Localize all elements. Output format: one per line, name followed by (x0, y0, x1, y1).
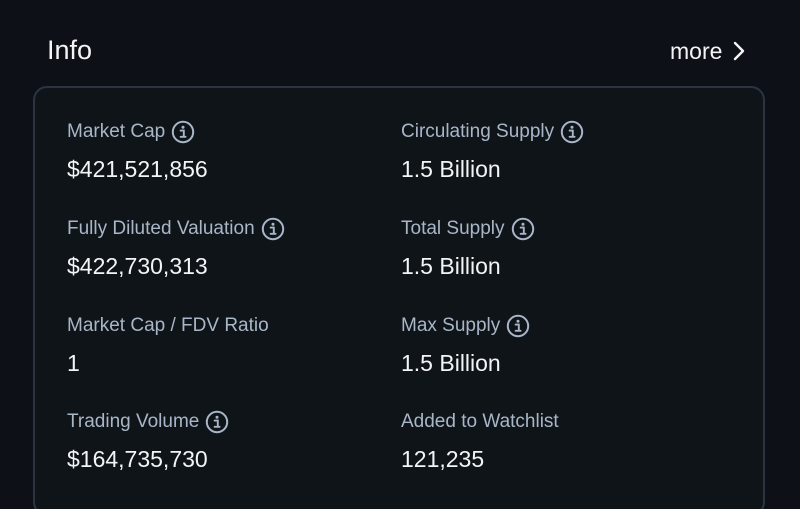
info-icon[interactable] (205, 410, 229, 434)
info-icon[interactable] (506, 314, 530, 338)
stat-value: 1.5 Billion (401, 350, 501, 376)
stat-value: 121,235 (401, 446, 485, 472)
stat-label: Fully Diluted Valuation (67, 218, 255, 239)
stat-market-cap-fdv-ratio: Market Cap / FDV Ratio 1 (67, 312, 387, 377)
stat-label: Trading Volume (67, 411, 200, 432)
stat-label: Total Supply (401, 218, 505, 239)
chevron-right-icon (734, 41, 745, 61)
more-link[interactable]: more (670, 36, 746, 66)
stat-value: $164,735,730 (67, 446, 208, 472)
stat-label: Added to Watchlist (401, 411, 559, 432)
stat-fully-diluted-valuation: Fully Diluted Valuation $422,730,313 (67, 215, 387, 280)
stat-value: 1 (67, 350, 80, 376)
stat-value: $421,521,856 (67, 156, 208, 182)
info-card: Market Cap $421,521,856 Circulating Supp… (33, 86, 765, 509)
stat-max-supply: Max Supply 1.5 Billion (401, 312, 721, 377)
stat-label: Max Supply (401, 315, 501, 336)
stat-added-to-watchlist: Added to Watchlist 121,235 (401, 408, 721, 473)
stat-circulating-supply: Circulating Supply 1.5 Billion (401, 118, 721, 183)
stat-value: 1.5 Billion (401, 156, 501, 182)
stat-value: 1.5 Billion (401, 253, 501, 279)
info-icon[interactable] (560, 120, 584, 144)
stat-label: Market Cap / FDV Ratio (67, 315, 269, 336)
info-icon[interactable] (171, 120, 195, 144)
more-label: more (670, 37, 723, 64)
section-title: Info (47, 35, 93, 65)
stat-total-supply: Total Supply 1.5 Billion (401, 215, 721, 280)
stat-trading-volume: Trading Volume $164,735,730 (67, 408, 387, 473)
stat-value: $422,730,313 (67, 253, 208, 279)
stat-market-cap: Market Cap $421,521,856 (67, 118, 387, 183)
stat-label: Circulating Supply (401, 121, 555, 142)
stat-label: Market Cap (67, 121, 166, 142)
info-icon[interactable] (261, 217, 285, 241)
info-icon[interactable] (511, 217, 535, 241)
